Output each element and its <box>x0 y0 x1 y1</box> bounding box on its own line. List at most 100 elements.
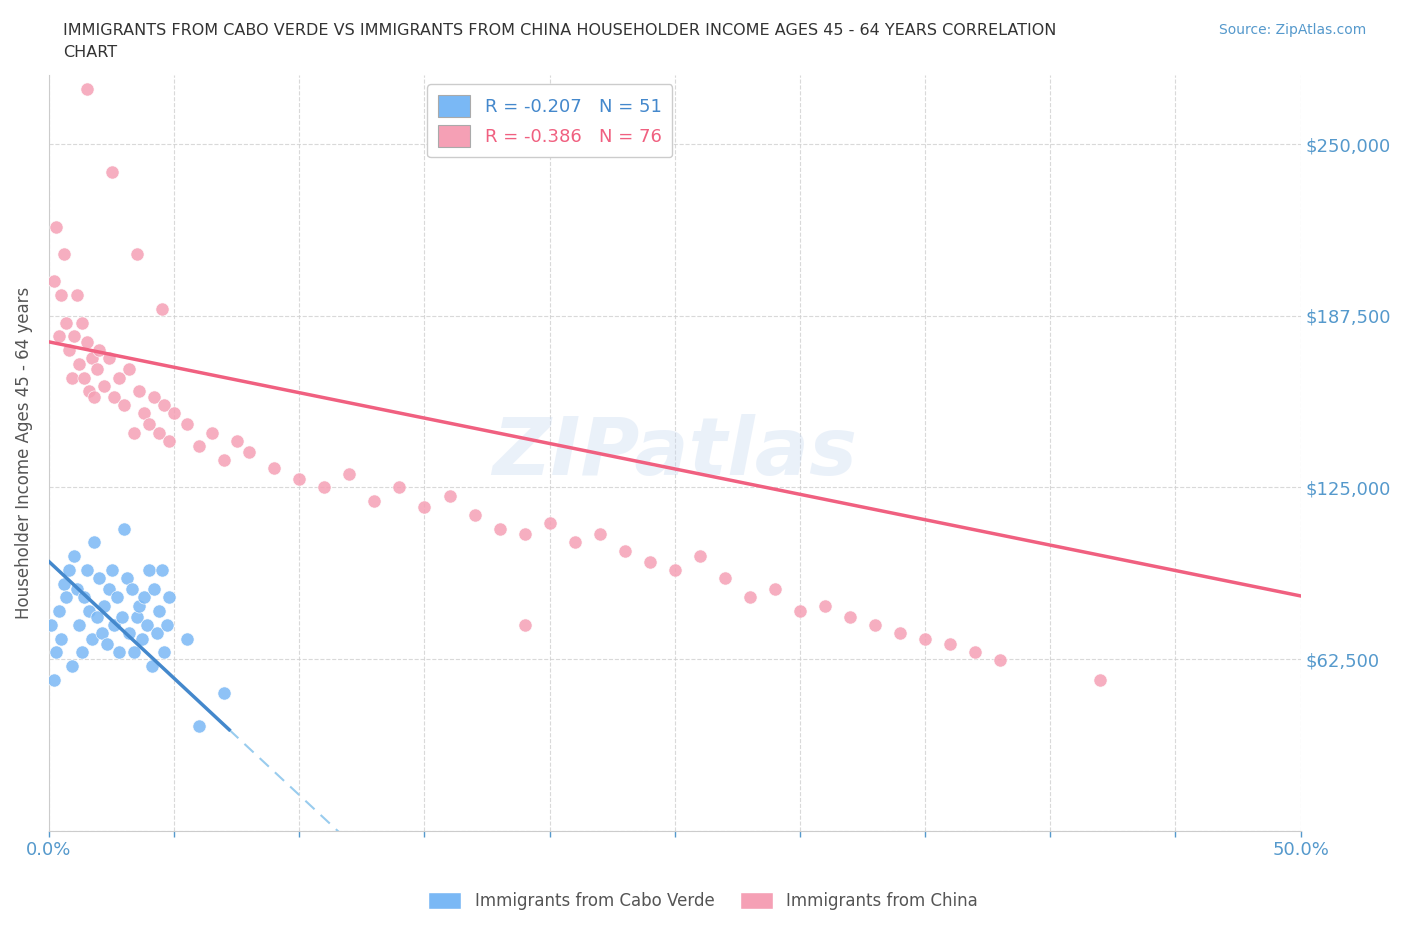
Text: IMMIGRANTS FROM CABO VERDE VS IMMIGRANTS FROM CHINA HOUSEHOLDER INCOME AGES 45 -: IMMIGRANTS FROM CABO VERDE VS IMMIGRANTS… <box>63 23 1057 38</box>
Point <box>67 618 90 632</box>
Point <box>589 526 612 541</box>
Point <box>51 287 73 302</box>
Point <box>225 433 247 448</box>
Point <box>76 335 98 350</box>
Point <box>1090 672 1112 687</box>
Point <box>42 672 65 687</box>
Point <box>141 658 163 673</box>
Point <box>914 631 936 646</box>
Point <box>538 516 561 531</box>
Point <box>63 329 86 344</box>
Point <box>122 425 145 440</box>
Point <box>125 609 148 624</box>
Point <box>176 631 198 646</box>
Y-axis label: Householder Income Ages 45 - 64 years: Householder Income Ages 45 - 64 years <box>15 287 32 619</box>
Point <box>67 356 90 371</box>
Point <box>965 644 987 659</box>
Point <box>564 535 586 550</box>
Point <box>51 631 73 646</box>
Point <box>314 480 336 495</box>
Point <box>839 609 862 624</box>
Point <box>513 526 536 541</box>
Point <box>105 590 128 604</box>
Point <box>664 563 686 578</box>
Point <box>212 686 235 701</box>
Point <box>889 626 911 641</box>
Point <box>118 626 141 641</box>
Point <box>87 342 110 357</box>
Point <box>100 563 122 578</box>
Point <box>100 164 122 179</box>
Point <box>488 521 510 536</box>
Point <box>148 425 170 440</box>
Point <box>118 362 141 377</box>
Point <box>58 563 80 578</box>
Point <box>439 488 461 503</box>
Point <box>77 384 100 399</box>
Point <box>93 598 115 613</box>
Text: ZIPatlas: ZIPatlas <box>492 414 858 492</box>
Point <box>103 390 125 405</box>
Point <box>148 604 170 618</box>
Point <box>93 379 115 393</box>
Point <box>63 549 86 564</box>
Point <box>714 571 737 586</box>
Point <box>150 301 173 316</box>
Point <box>157 590 180 604</box>
Point <box>163 405 186 420</box>
Point <box>513 618 536 632</box>
Point <box>80 631 103 646</box>
Point <box>738 590 761 604</box>
Point <box>48 329 70 344</box>
Point <box>188 439 211 454</box>
Point <box>90 626 112 641</box>
Point <box>115 571 138 586</box>
Point <box>83 390 105 405</box>
Point <box>70 315 93 330</box>
Point <box>41 618 63 632</box>
Point <box>86 609 108 624</box>
Point <box>45 219 67 234</box>
Point <box>128 598 150 613</box>
Point <box>153 644 176 659</box>
Point <box>76 82 98 97</box>
Point <box>156 618 179 632</box>
Point <box>131 631 153 646</box>
Point <box>363 494 385 509</box>
Point <box>58 342 80 357</box>
Point <box>60 370 83 385</box>
Point <box>337 466 360 481</box>
Point <box>65 287 87 302</box>
Point <box>55 315 77 330</box>
Point <box>814 598 837 613</box>
Text: Source: ZipAtlas.com: Source: ZipAtlas.com <box>1219 23 1367 37</box>
Point <box>73 370 96 385</box>
Text: CHART: CHART <box>63 45 117 60</box>
Point <box>145 626 167 641</box>
Point <box>863 618 886 632</box>
Point <box>157 433 180 448</box>
Legend: Immigrants from Cabo Verde, Immigrants from China: Immigrants from Cabo Verde, Immigrants f… <box>422 885 984 917</box>
Point <box>96 636 118 651</box>
Point <box>110 609 132 624</box>
Point <box>201 425 224 440</box>
Point <box>238 445 260 459</box>
Point <box>212 453 235 468</box>
Point <box>138 563 160 578</box>
Point <box>288 472 311 486</box>
Point <box>80 351 103 365</box>
Point <box>188 719 211 734</box>
Point <box>73 590 96 604</box>
Point <box>388 480 411 495</box>
Point <box>86 362 108 377</box>
Point <box>48 604 70 618</box>
Point <box>108 644 131 659</box>
Point <box>87 571 110 586</box>
Point <box>132 405 155 420</box>
Point <box>939 636 962 651</box>
Point <box>108 370 131 385</box>
Point <box>65 581 87 596</box>
Point <box>122 644 145 659</box>
Point <box>53 246 76 261</box>
Point <box>121 581 143 596</box>
